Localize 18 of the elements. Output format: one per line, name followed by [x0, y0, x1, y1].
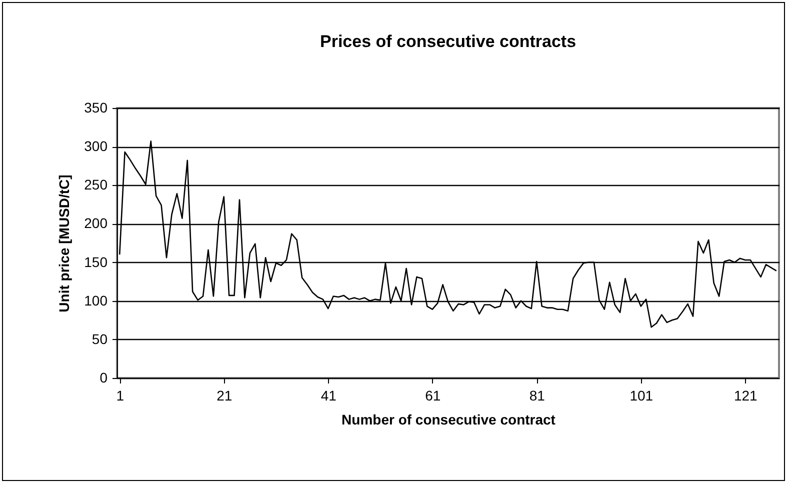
- x-axis-title: Number of consecutive contract: [342, 412, 556, 428]
- y-axis-title: Unit price [MUSD/tC]: [56, 174, 72, 312]
- x-tick-label: 101: [630, 388, 654, 404]
- x-tick-label: 1: [116, 388, 124, 404]
- y-tick-label: 150: [84, 254, 108, 270]
- y-tick-label: 300: [84, 138, 108, 154]
- y-tick-label: 200: [84, 215, 108, 232]
- y-tick-label: 50: [92, 330, 108, 347]
- chart-title: Prices of consecutive contracts: [320, 32, 576, 51]
- y-tick-label: 0: [100, 370, 108, 386]
- y-tick-label: 250: [84, 176, 108, 193]
- x-tick-label: 61: [425, 388, 441, 404]
- x-tick-label: 81: [529, 388, 546, 404]
- x-tick-label: 41: [320, 388, 337, 404]
- x-tick-label: 121: [734, 388, 758, 404]
- y-tick-label: 100: [84, 292, 108, 308]
- y-tick-label: 350: [84, 100, 108, 116]
- x-tick-label: 21: [216, 388, 232, 404]
